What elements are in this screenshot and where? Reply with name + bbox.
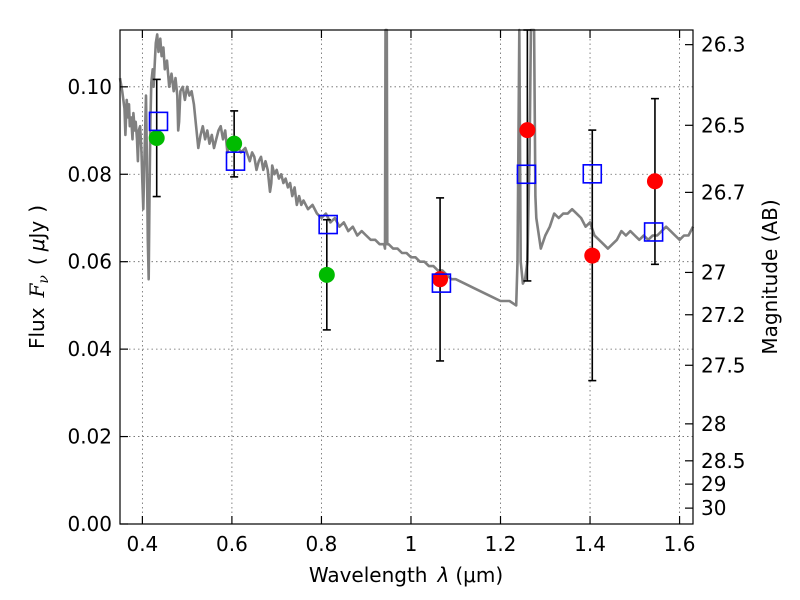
model-bandpass-point [516, 164, 537, 185]
red-observed-point [519, 122, 536, 139]
x-tick-label: 1 [405, 532, 418, 556]
x-tick-label: 0.6 [216, 532, 248, 556]
y2-tick-label: 28 [701, 412, 726, 436]
x-axis-title: Wavelength λ (μm) [309, 563, 503, 587]
model-bandpass-point [148, 111, 169, 132]
spectrum-line [118, 28, 695, 307]
y-tick-label: 0.08 [67, 162, 112, 186]
model-bandpass-point [318, 214, 338, 235]
y2-tick-label: 29 [701, 472, 726, 496]
model-bandpass-point [431, 273, 452, 293]
model-bandpass-point [643, 222, 664, 242]
red-observed-point [584, 247, 601, 264]
x-tick-label: 1.2 [485, 532, 517, 556]
x-tick-label: 0.8 [306, 532, 338, 556]
y-tick-label: 0.04 [67, 337, 112, 361]
data-markers [148, 111, 664, 293]
x-tick-label: 1.4 [574, 532, 606, 556]
plot-frame [119, 29, 694, 525]
grid [120, 30, 693, 524]
y2-axis-title: Magnitude (AB) [758, 199, 782, 354]
y2-tick-label: 27.2 [701, 303, 746, 327]
y2-tick-label: 27 [701, 260, 726, 284]
y2-tick-label: 26.5 [701, 113, 746, 137]
x-axis-ticks: 0.4 0.6 0.8 1 1.2 1.4 1.6 [126, 30, 695, 556]
x-tick-label: 0.4 [126, 532, 158, 556]
y-tick-label: 0.00 [67, 512, 112, 536]
red-observed-point [646, 173, 663, 190]
model-bandpass-point [225, 151, 246, 171]
y-tick-label: 0.06 [67, 250, 112, 274]
y2-tick-label: 27.5 [701, 353, 746, 377]
y2-tick-label: 30 [701, 496, 726, 520]
model-spectrum [118, 28, 695, 307]
x-tick-label: 1.6 [664, 532, 696, 556]
model-bandpass-point [582, 164, 603, 184]
y2-tick-label: 26.3 [701, 33, 746, 57]
error-bars [152, 29, 659, 382]
y-tick-label: 0.10 [67, 75, 112, 99]
green-observed-point [148, 129, 165, 146]
green-observed-point [226, 135, 243, 152]
y-axis-title: FluxFν(μJy) [25, 205, 52, 349]
y-tick-label: 0.02 [67, 425, 112, 449]
y-axis-ticks: 0.00 0.02 0.04 0.06 0.08 0.10 [67, 75, 128, 536]
green-observed-point [318, 266, 335, 283]
y2-tick-label: 28.5 [701, 449, 746, 473]
y2-tick-label: 26.7 [701, 180, 746, 204]
